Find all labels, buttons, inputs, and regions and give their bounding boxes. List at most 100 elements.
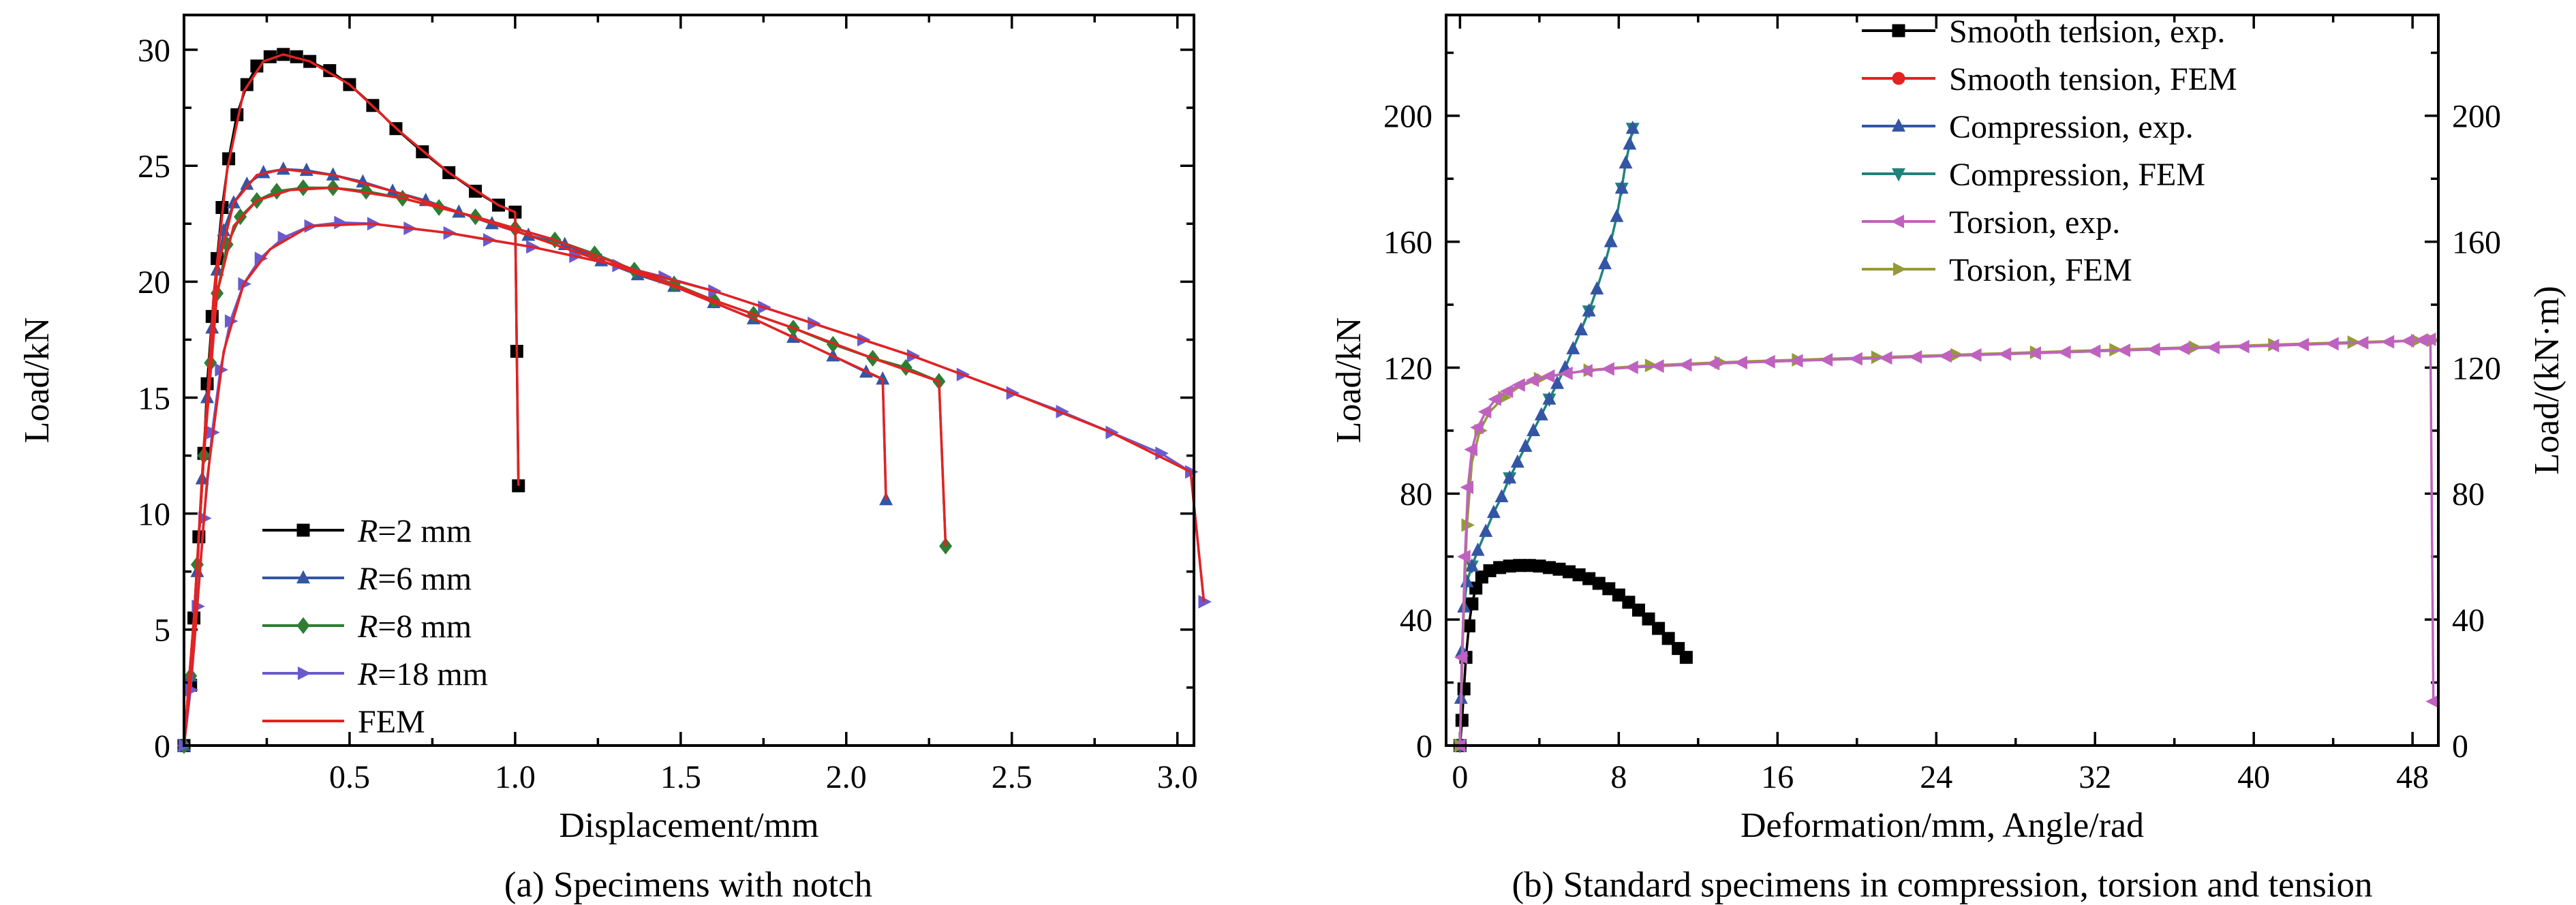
- data-marker: [1503, 470, 1517, 484]
- y-tick-label: 15: [138, 380, 170, 416]
- legend-marker-triangle-up: [1892, 118, 1905, 132]
- series-smooth-tension-fem: [1453, 559, 1693, 752]
- data-marker: [240, 177, 254, 190]
- legend-marker-square: [1892, 24, 1905, 37]
- data-marker: [1734, 356, 1747, 370]
- data-marker: [1525, 373, 1539, 387]
- ticks-b: [1446, 15, 2438, 747]
- data-marker: [1499, 384, 1514, 399]
- data-marker: [254, 251, 269, 266]
- legend-label: Compression, FEM: [1949, 157, 2205, 193]
- data-marker: [1762, 354, 1775, 369]
- data-marker: [1460, 480, 1474, 495]
- data-marker: [1623, 136, 1637, 150]
- y-tick-label: 30: [138, 33, 170, 69]
- x-tick-label: 1.0: [495, 759, 536, 795]
- legend-marker-triangle-left: [1890, 215, 1905, 228]
- data-marker: [2117, 343, 2130, 358]
- data-marker: [2176, 341, 2190, 356]
- y-tick-label: 25: [138, 149, 170, 185]
- data-marker: [1563, 565, 1576, 579]
- data-marker: [250, 59, 264, 73]
- axes-box-b: [1445, 14, 2440, 747]
- data-marker: [1601, 362, 1614, 376]
- series-line: [183, 186, 947, 746]
- data-marker: [1464, 442, 1477, 457]
- data-marker: [1494, 489, 1509, 503]
- legend-marker-triangle-down: [1892, 168, 1905, 182]
- series-r-18-mm-exp: [178, 215, 1212, 752]
- legend-marker-triangle-right: [297, 666, 311, 680]
- series-fem-r-8: [183, 186, 947, 746]
- legend-marker-circle: [1892, 72, 1905, 85]
- y-tick-label: 120: [1383, 350, 1432, 386]
- data-marker: [1522, 559, 1536, 572]
- data-marker: [296, 179, 310, 196]
- data-marker: [1908, 350, 1922, 364]
- legend-label: Compression, exp.: [1949, 109, 2194, 145]
- data-marker: [1614, 180, 1629, 194]
- data-marker: [2295, 337, 2310, 352]
- x-tick-label: 1.5: [660, 759, 701, 795]
- chart-b: 0 8 16 24 32 40 48 0 40 80 120 160 200 0 40 80 120 160 200…: [1383, 14, 2501, 795]
- data-marker: [1198, 595, 1212, 609]
- y-tick-label: 5: [154, 613, 170, 649]
- data-marker: [1513, 559, 1527, 572]
- data-marker: [1679, 651, 1693, 664]
- data-marker: [1533, 559, 1546, 573]
- data-marker: [1574, 322, 1588, 336]
- x-tick-label: 24: [1920, 759, 1952, 795]
- data-marker: [1552, 562, 1566, 576]
- data-marker: [1642, 612, 1655, 626]
- legend-label: R=2 mm: [357, 513, 472, 549]
- data-marker: [1610, 209, 1624, 222]
- legend-entry-r-6-mm: R=6 mm: [262, 561, 472, 597]
- data-marker: [1510, 454, 1524, 468]
- legend-entry-compression-exp: Compression, exp.: [1862, 109, 2194, 145]
- data-marker: [1469, 581, 1483, 595]
- legend-a: R=2 mm R=6 mm R=8 mm R=18 mm FEM: [262, 513, 488, 740]
- data-marker: [1512, 378, 1525, 392]
- series-compression-exp: [1453, 120, 1640, 752]
- data-marker: [1602, 582, 1616, 596]
- data-marker: [270, 183, 283, 200]
- series-line: [1458, 564, 1687, 746]
- legend-label: Smooth tension, FEM: [1949, 61, 2237, 97]
- legend-label: R=8 mm: [357, 609, 472, 645]
- data-marker: [1938, 349, 1952, 363]
- legend-label: R=18 mm: [357, 656, 488, 692]
- data-marker: [1542, 561, 1556, 574]
- data-marker: [2087, 344, 2101, 358]
- data-marker: [1997, 347, 2012, 361]
- x-tick-label: 0: [1452, 759, 1468, 795]
- series-fem-r-6: [183, 168, 887, 746]
- data-marker: [1503, 559, 1516, 573]
- data-marker: [1622, 596, 1636, 609]
- data-marker: [1455, 714, 1469, 727]
- chart-a: 0.5 1.0 1.5 2.0 2.5 3.0 0 5 10 15 20 25 30 R=2 mm R=6 …: [138, 14, 1212, 795]
- y-tick-label-right: 120: [2452, 350, 2501, 386]
- legend-b: Smooth tension, exp. Smooth tension, FEM C…: [1862, 14, 2237, 288]
- data-marker: [1582, 303, 1596, 317]
- series-smooth-tension-exp: [1453, 559, 1693, 752]
- series-line: [183, 186, 947, 746]
- data-marker: [1454, 650, 1468, 664]
- tick-labels-b: 0 8 16 24 32 40 48 0 40 80 120 160 200 0 40 80 120 160 200: [1383, 99, 2501, 795]
- series-line: [1458, 127, 1634, 746]
- legend-marker-triangle-up: [296, 570, 310, 584]
- data-marker: [1706, 356, 1720, 371]
- data-marker: [1579, 364, 1593, 378]
- tick-labels-a: 0.5 1.0 1.5 2.0 2.5 3.0 0 5 10 15 20 25 30: [138, 33, 1198, 795]
- data-marker: [1488, 392, 1501, 406]
- data-marker: [1604, 234, 1618, 247]
- data-marker: [1661, 632, 1675, 645]
- data-marker: [1631, 603, 1645, 617]
- x-tick-label: 40: [2237, 759, 2270, 795]
- legend-entry-torsion-fem: Torsion, FEM: [1862, 252, 2132, 288]
- data-marker: [1968, 348, 1982, 363]
- data-marker: [1461, 518, 1475, 532]
- caption-a: (a) Specimens with notch: [504, 865, 873, 905]
- y-tick-label: 20: [138, 264, 170, 301]
- data-marker: [899, 358, 913, 376]
- data-marker: [2027, 346, 2041, 361]
